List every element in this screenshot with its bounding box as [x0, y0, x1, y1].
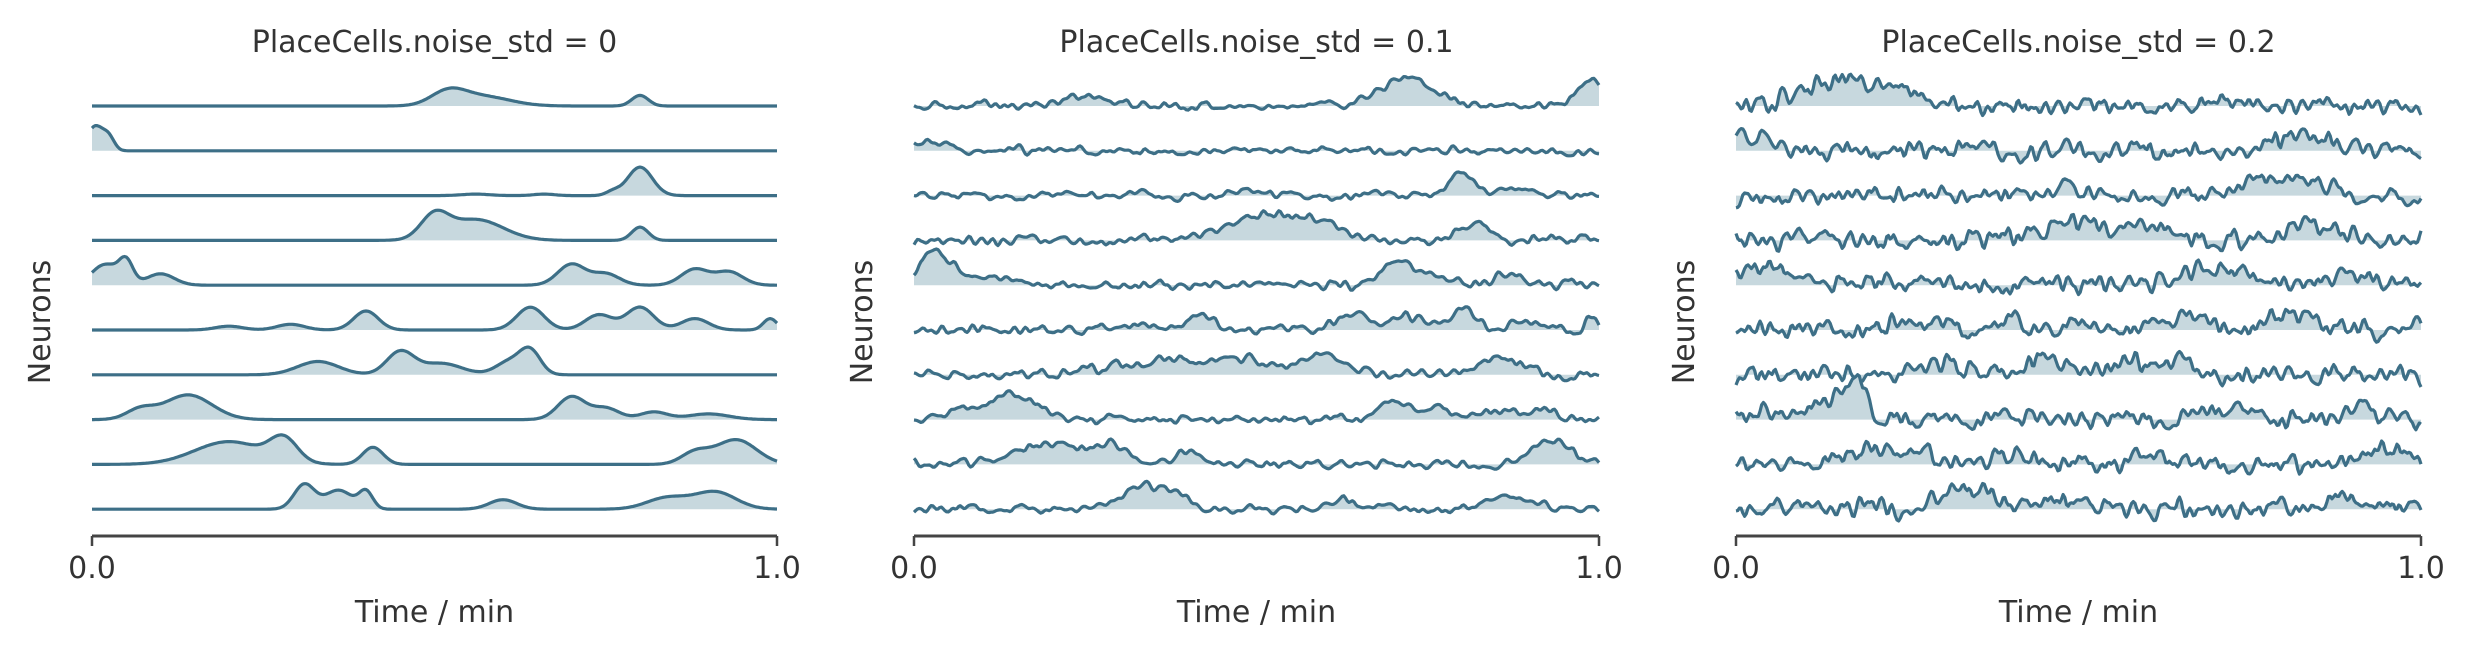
neuron-2-trace [90, 124, 777, 153]
neuron-2-fill [92, 125, 777, 151]
neuron-9-trace [912, 437, 1601, 471]
neuron-6-trace [92, 305, 779, 332]
neuron-9-trace [92, 433, 778, 466]
neuron-1-fill [92, 87, 777, 106]
neuron-7-fill [914, 352, 1599, 381]
neuron-8-trace [913, 389, 1600, 426]
neuron-3-trace [913, 170, 1600, 203]
neuron-6-fill [914, 306, 1599, 335]
neuron-3-fill [914, 172, 1599, 202]
neuron-10-trace [92, 482, 777, 511]
panel-title: PlaceCells.noise_std = 0 [252, 25, 618, 60]
neuron-1-trace [92, 86, 777, 108]
x-tick-label-end: 1.0 [1575, 551, 1623, 586]
neuron-8-fill [914, 390, 1599, 424]
neuron-traces [90, 86, 779, 511]
neuron-3-fill [1736, 175, 2421, 208]
y-axis-label: Neurons [23, 260, 58, 385]
neuron-6-trace [1735, 307, 2423, 344]
x-tick-label-start: 0.0 [1712, 551, 1760, 586]
x-axis-label: Time / min [1998, 595, 2158, 630]
neuron-10-trace [1735, 481, 2423, 523]
neuron-4-trace [1734, 212, 2423, 253]
neuron-5-trace [912, 247, 1600, 292]
neuron-7-trace [92, 345, 777, 377]
neuron-7-fill [92, 347, 777, 375]
neuron-9-trace [1734, 439, 2423, 476]
x-axis-label: Time / min [354, 595, 514, 630]
neuron-4-fill [92, 210, 777, 241]
neuron-4-fill [914, 210, 1599, 246]
neuron-10-fill [1736, 483, 2421, 521]
x-tick-label-start: 0.0 [68, 551, 116, 586]
neuron-9-fill [92, 434, 777, 465]
panel-1: PlaceCells.noise_std = 0 Neurons 0.0 1.0… [23, 25, 801, 630]
neuron-8-fill [1736, 374, 2421, 430]
neuron-9-fill [914, 439, 1599, 470]
neuron-10-fill [92, 483, 777, 510]
neuron-8-trace [1734, 373, 2422, 432]
neuron-7-trace [1734, 349, 2423, 388]
neuron-2-trace [913, 137, 1600, 158]
x-tick-label-end: 1.0 [2397, 551, 2445, 586]
neuron-2-trace [1734, 127, 2422, 165]
neuron-7-fill [1736, 351, 2421, 387]
neuron-6-fill [92, 307, 777, 330]
neuron-10-trace [912, 479, 1601, 516]
panel-3: PlaceCells.noise_std = 0.2 Neurons 0.0 1… [1667, 25, 2445, 630]
neuron-traces [1734, 72, 2423, 523]
neuron-1-trace [913, 75, 1601, 112]
neuron-4-trace [912, 209, 1600, 248]
neuron-1-fill [914, 76, 1599, 111]
neuron-1-fill [1736, 74, 2421, 116]
neuron-4-trace [92, 208, 777, 242]
neuron-1-trace [1735, 72, 2423, 118]
x-tick-label-start: 0.0 [890, 551, 938, 586]
panel-title: PlaceCells.noise_std = 0.1 [1059, 25, 1453, 60]
x-axis-label: Time / min [1176, 595, 1336, 630]
y-axis-label: Neurons [845, 260, 880, 385]
neuron-3-trace [1735, 173, 2423, 210]
neuron-5-trace [90, 254, 777, 287]
neuron-8-fill [92, 394, 777, 420]
neuron-5-fill [92, 256, 777, 286]
panel-2: PlaceCells.noise_std = 0.1 Neurons 0.0 1… [845, 25, 1623, 630]
neuron-5-trace [1734, 258, 2423, 297]
neuron-3-fill [92, 167, 777, 196]
neuron-6-trace [913, 305, 1601, 337]
neuron-7-trace [913, 351, 1600, 383]
neuron-5-fill [914, 249, 1599, 291]
neuron-traces [912, 75, 1601, 516]
neuron-8-trace [92, 393, 777, 422]
neuron-3-trace [92, 165, 777, 198]
y-axis-label: Neurons [1667, 260, 1702, 385]
panel-title: PlaceCells.noise_std = 0.2 [1881, 25, 2275, 60]
neuron-4-fill [1736, 214, 2421, 252]
x-tick-label-end: 1.0 [753, 551, 801, 586]
